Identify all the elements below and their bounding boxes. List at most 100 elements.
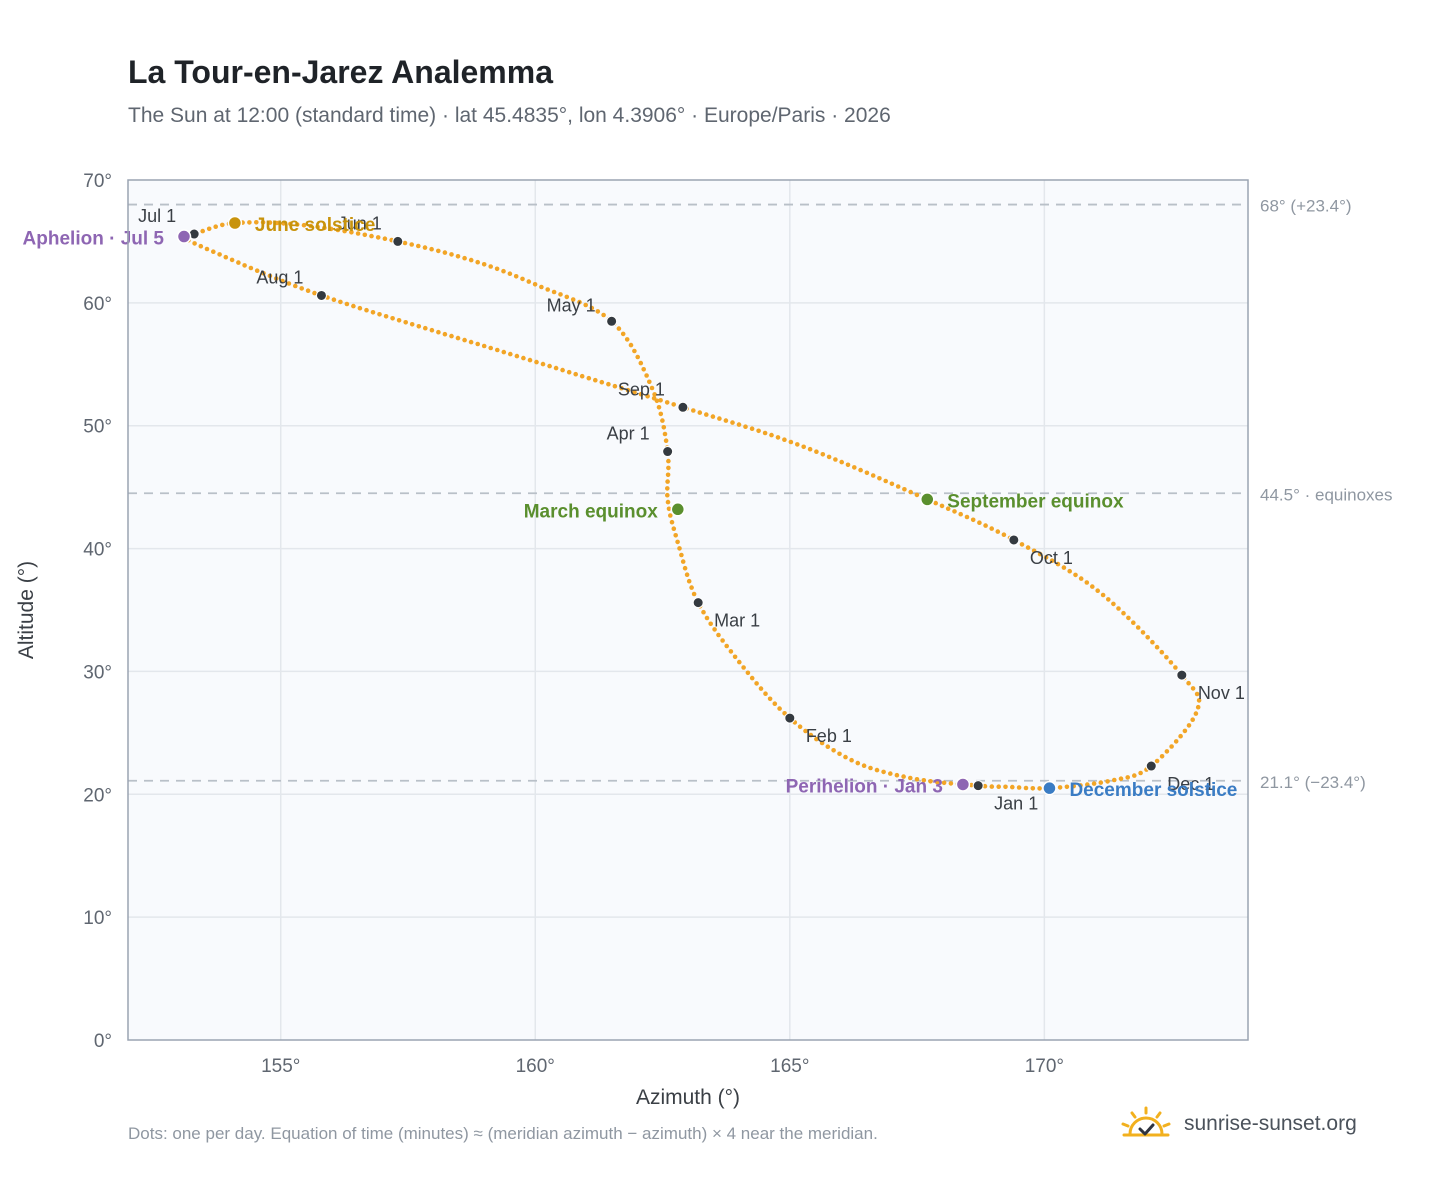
daily-dot [601, 312, 606, 318]
y-tick-label: 50° [83, 417, 112, 438]
daily-dot [1135, 625, 1141, 630]
daily-dot [819, 740, 825, 746]
daily-dot [901, 774, 906, 779]
daily-dot [845, 462, 851, 468]
daily-dot [720, 638, 725, 643]
daily-dot [305, 288, 311, 294]
daily-dot [1061, 565, 1067, 570]
daily-dot [989, 784, 995, 789]
daily-dot [349, 230, 354, 235]
daily-dot [1064, 784, 1070, 790]
daily-dot [1178, 733, 1183, 739]
daily-dot [1132, 773, 1137, 778]
daily-dot [261, 271, 266, 276]
daily-dot [1145, 635, 1150, 640]
daily-dot [679, 552, 684, 558]
daily-dot [1090, 584, 1095, 589]
daily-dot [342, 228, 347, 234]
daily-dot [668, 513, 673, 518]
month-label: Dec 1 [1167, 774, 1214, 794]
daily-dot [254, 268, 260, 274]
y-tick-label: 60° [83, 294, 112, 315]
daily-dot [1154, 644, 1160, 650]
daily-dot [745, 670, 751, 676]
daily-dot [945, 506, 951, 512]
month-label: May 1 [547, 295, 596, 315]
daily-dot [280, 278, 285, 284]
y-tick-label: 30° [83, 662, 112, 683]
daily-dot [647, 379, 652, 385]
month-label: Mar 1 [714, 611, 760, 631]
month-marker [606, 315, 618, 327]
daily-dot [540, 361, 546, 367]
month-marker [392, 235, 404, 247]
daily-dot [902, 487, 907, 492]
daily-dot [606, 381, 611, 387]
daily-dot [293, 283, 298, 289]
daily-dot [1071, 783, 1076, 789]
daily-dot [894, 772, 900, 778]
daily-dot [573, 371, 578, 377]
daily-dot [501, 268, 506, 274]
daily-dot [666, 465, 671, 471]
daily-dot [625, 387, 631, 393]
daily-dot [281, 221, 286, 226]
x-tick-label: 165° [770, 1056, 809, 1077]
daily-dot [534, 359, 539, 365]
daily-dot [939, 503, 945, 509]
brand[interactable]: sunrise-sunset.org [1120, 1104, 1357, 1144]
daily-dot [996, 784, 1001, 789]
daily-dot [888, 771, 893, 776]
event-label: March equinox [524, 501, 659, 522]
daily-dot [436, 329, 441, 335]
daily-dot [1084, 580, 1090, 585]
daily-dot [1030, 786, 1036, 791]
daily-dot [612, 383, 618, 389]
daily-dot [1112, 777, 1117, 783]
chart-title: La Tour-en-Jarez Analemma [128, 54, 553, 90]
daily-dot [889, 481, 895, 487]
daily-dot [807, 446, 813, 452]
daily-dot [686, 578, 692, 584]
daily-dot [737, 659, 742, 665]
daily-dot [701, 609, 706, 615]
event-marker [176, 229, 192, 244]
daily-dot [475, 259, 481, 265]
daily-dot [665, 479, 670, 484]
daily-dot [777, 706, 782, 711]
month-label: Jan 1 [994, 794, 1038, 814]
daily-dot [861, 763, 867, 768]
daily-dot [914, 777, 920, 782]
daily-dot [1193, 711, 1199, 716]
daily-dot [849, 757, 854, 763]
daily-dot [579, 373, 585, 379]
month-markers: Jan 1 Feb 1 Mar 1 Apr 1 May 1 Jun 1 Jul 1 Aug 1… [138, 206, 1245, 814]
daily-dot [253, 220, 259, 225]
daily-dot [749, 426, 755, 432]
daily-dot [665, 486, 670, 491]
daily-dot [481, 343, 487, 349]
daily-dot [724, 643, 729, 649]
daily-dot [495, 347, 500, 353]
daily-dot [508, 351, 513, 357]
daily-dot [870, 473, 876, 478]
daily-dot [935, 779, 940, 785]
brand-name: sunrise-sunset.org [1184, 1112, 1357, 1135]
daily-dot [220, 222, 225, 228]
daily-dot [775, 435, 781, 440]
daily-dot [1125, 775, 1130, 780]
daily-dot [728, 649, 734, 654]
month-label: Jul 1 [138, 206, 176, 226]
daily-dot [1091, 781, 1097, 786]
daily-dot [1196, 698, 1202, 703]
daily-dot [908, 489, 913, 495]
daily-dot [839, 459, 844, 465]
daily-dot [995, 529, 1001, 534]
daily-dot [855, 760, 861, 766]
daily-dot [488, 264, 494, 269]
x-tick-label: 155° [261, 1056, 300, 1077]
daily-dot [814, 736, 819, 742]
daily-dot [223, 254, 229, 260]
month-marker [1008, 534, 1020, 546]
daily-dot [1001, 532, 1007, 537]
